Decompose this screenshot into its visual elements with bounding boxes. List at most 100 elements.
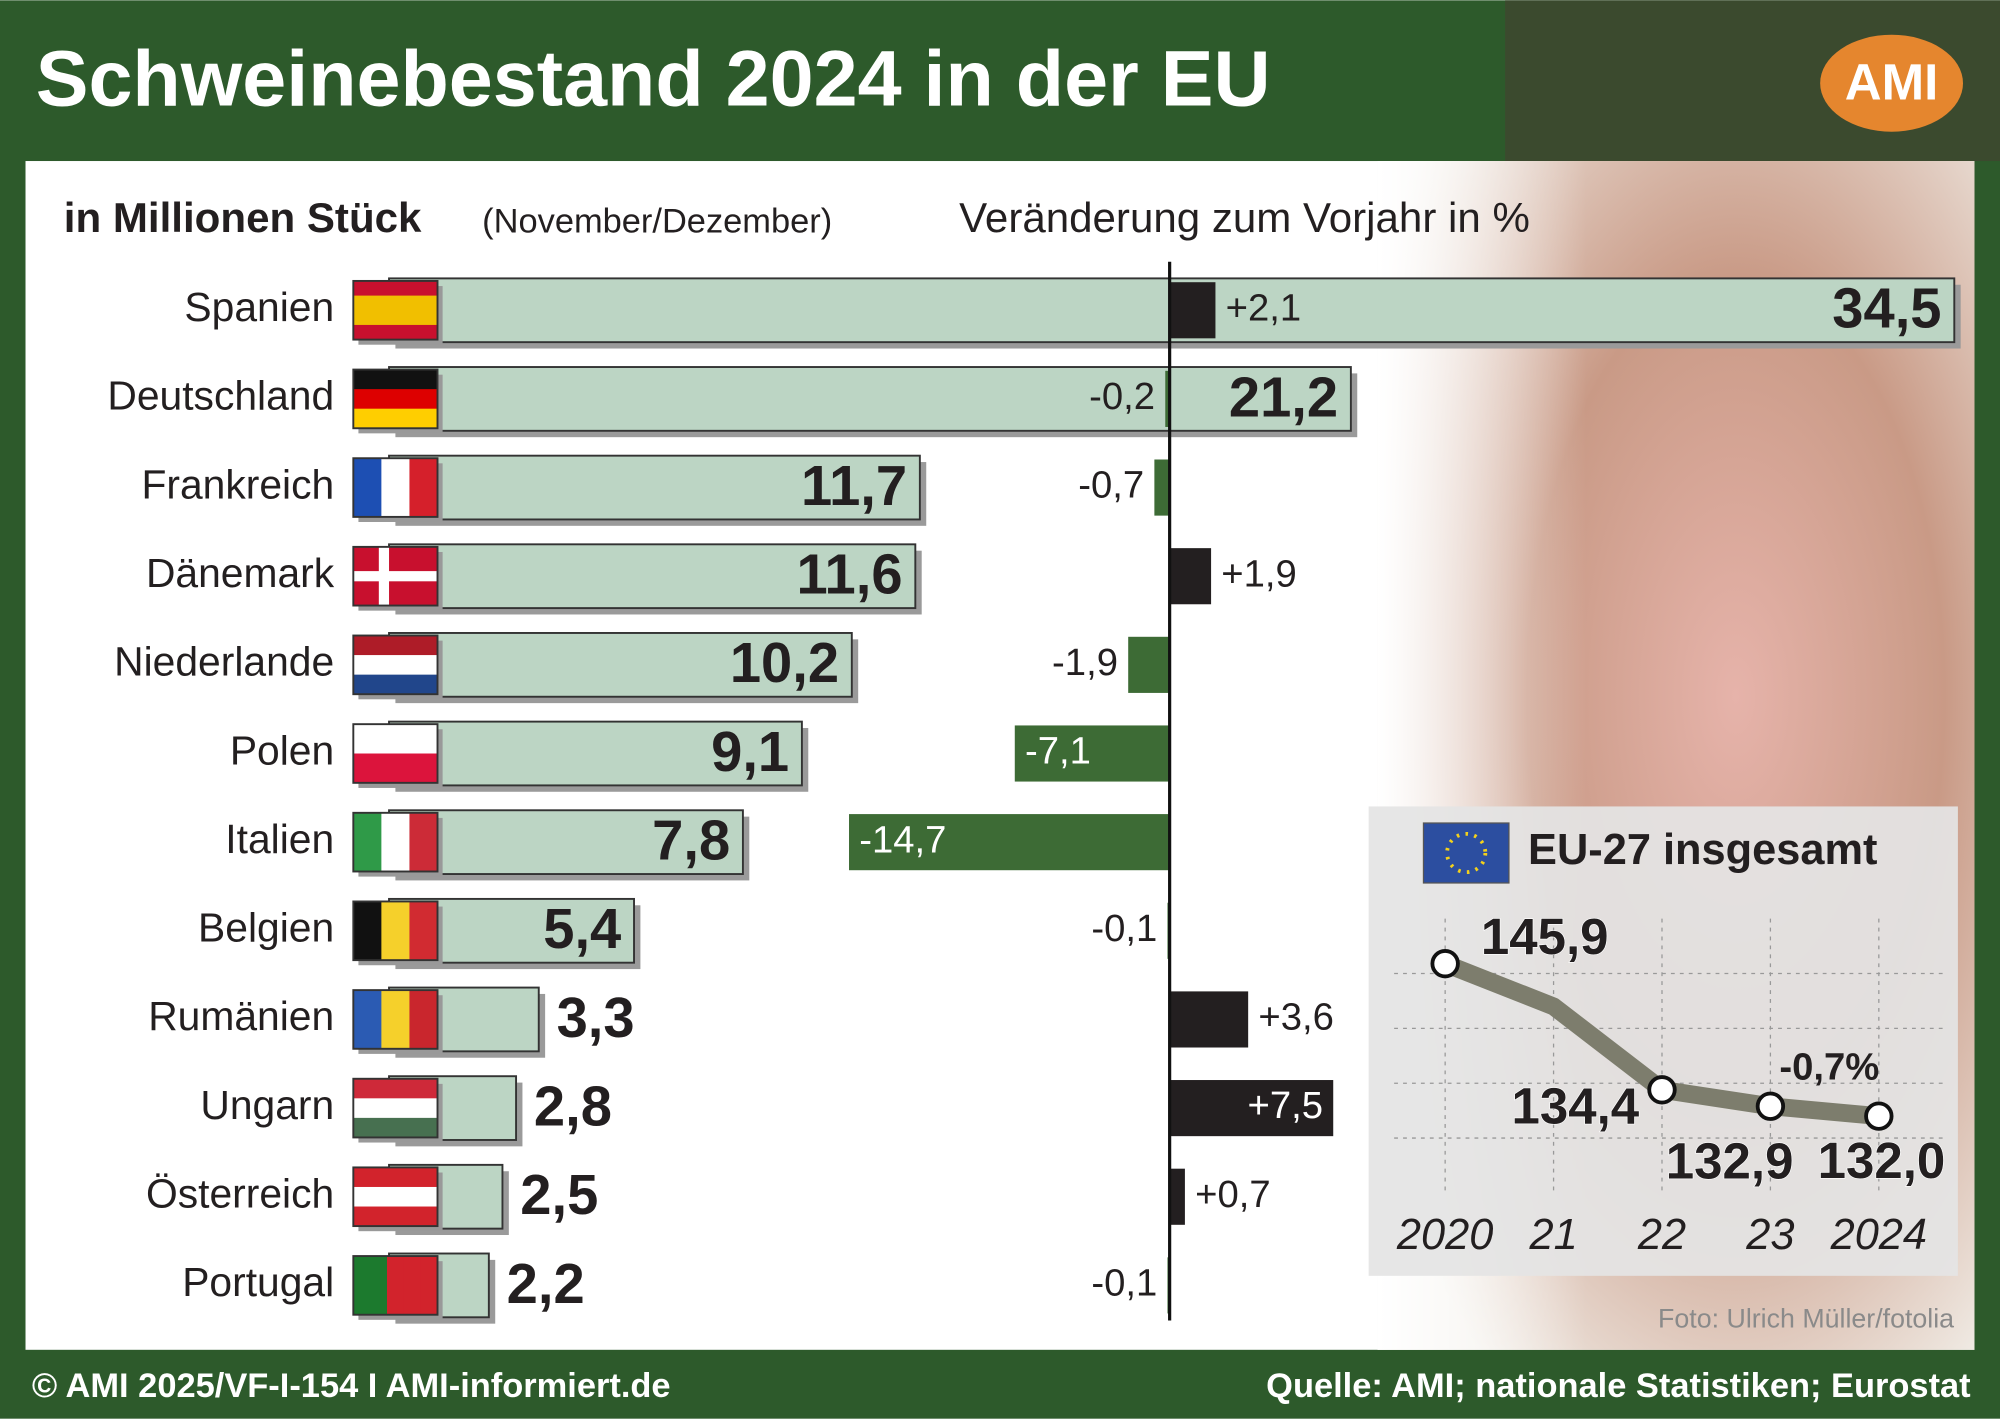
flag-border <box>352 279 439 341</box>
category-label: Österreich <box>146 1171 334 1217</box>
value-label: 5,4 <box>543 897 621 960</box>
value-label: 9,1 <box>711 720 789 783</box>
category-label: Ungarn <box>200 1082 334 1128</box>
value-label: 2,8 <box>534 1074 612 1137</box>
flag <box>409 990 439 1049</box>
change-bar <box>1165 370 1170 427</box>
change-bar <box>1128 636 1170 693</box>
flag <box>353 571 438 582</box>
flag <box>353 1186 438 1208</box>
point <box>1755 1091 1786 1121</box>
chart-title: in Millionen Stück <box>64 194 422 241</box>
flag <box>353 280 438 297</box>
change-label: -14,7 <box>859 818 946 861</box>
category-label: Belgien <box>198 905 334 951</box>
x-tick-label: 23 <box>1745 1211 1794 1259</box>
change-label: +1,9 <box>1221 552 1297 595</box>
x-tick-label: 2020 <box>1396 1211 1493 1259</box>
change-bar <box>849 814 1170 871</box>
flag <box>353 901 383 961</box>
change-title: Veränderung zum Vorjahr in % <box>959 194 1530 241</box>
point <box>1864 1101 1894 1131</box>
flag-border <box>352 368 439 430</box>
annotation: -0,7% <box>1779 1045 1879 1088</box>
bar <box>388 720 803 787</box>
flag <box>353 1117 438 1139</box>
flag <box>353 369 438 390</box>
logo: AMI <box>1845 53 1939 110</box>
change-bar <box>1169 548 1212 605</box>
change-label: -0,2 <box>1089 375 1155 418</box>
flag-border <box>352 811 439 873</box>
eu-stars <box>1445 831 1488 875</box>
change-label: -0,1 <box>1091 907 1157 950</box>
flag-border <box>352 1255 439 1316</box>
flag <box>409 458 439 517</box>
flag <box>353 295 438 311</box>
bar <box>388 543 917 610</box>
flag-border <box>352 1077 439 1139</box>
flag <box>381 901 411 961</box>
flag <box>353 724 438 755</box>
flag <box>353 324 438 341</box>
photo-credit: Foto: Ulrich Müller/fotolia <box>1658 1304 1954 1334</box>
flag <box>409 901 439 961</box>
flag <box>381 990 411 1049</box>
flag <box>353 389 438 410</box>
value-label: 34,5 <box>1832 277 1941 340</box>
value-label: 10,2 <box>730 631 839 694</box>
flag-border <box>352 634 439 696</box>
flag <box>381 458 411 517</box>
flag-border <box>352 545 439 607</box>
value-label: 11,6 <box>796 543 902 606</box>
change-label: -0,7 <box>1078 464 1144 507</box>
category-label: Polen <box>230 727 334 773</box>
flag <box>353 1098 438 1119</box>
category-label: Niederlande <box>114 639 334 685</box>
change-label: -0,1 <box>1091 1262 1157 1305</box>
value-label: 7,8 <box>652 809 730 872</box>
change-label: -7,1 <box>1025 730 1091 773</box>
x-tick-label: 2024 <box>1830 1211 1927 1259</box>
flag <box>353 812 383 872</box>
change-bar <box>1154 459 1170 516</box>
value-label: 134,4 <box>1511 1078 1639 1135</box>
flag <box>353 1167 438 1188</box>
bar <box>388 366 1352 432</box>
change-label: +3,6 <box>1258 996 1334 1039</box>
change-bar <box>1169 282 1216 339</box>
change-label: +0,7 <box>1195 1173 1271 1216</box>
flag <box>370 1256 388 1315</box>
value-label: 2,2 <box>507 1252 585 1315</box>
change-bar <box>1014 725 1170 782</box>
category-label: Dänemark <box>146 550 335 596</box>
flag-border <box>352 900 439 962</box>
category-label: Deutschland <box>107 373 334 419</box>
change-bar <box>1169 1080 1334 1137</box>
value-label: 132,0 <box>1818 1132 1946 1189</box>
flag <box>353 655 438 676</box>
category-label: Spanien <box>184 284 334 330</box>
bar <box>388 632 853 698</box>
change-bar <box>1169 1168 1185 1225</box>
change-label: -1,9 <box>1052 641 1118 684</box>
flag <box>353 1206 438 1227</box>
footer-left: © AMI 2025/VF-I-154 I AMI-informiert.de <box>32 1367 671 1405</box>
change-label: +7,5 <box>1248 1084 1324 1127</box>
flag <box>403 1256 422 1315</box>
flag-border <box>352 723 439 784</box>
flag-border <box>352 457 439 518</box>
flag <box>353 635 438 656</box>
category-label: Portugal <box>182 1259 334 1305</box>
flag <box>353 674 438 695</box>
flag <box>353 1078 438 1099</box>
x-tick-label: 22 <box>1637 1211 1686 1259</box>
flag <box>381 812 411 872</box>
value-label: 145,9 <box>1481 908 1609 965</box>
flag <box>353 458 383 517</box>
value-label: 3,3 <box>557 986 635 1049</box>
change-bar <box>1169 991 1249 1048</box>
chart-subtitle: (November/Dezember) <box>482 203 832 241</box>
bar <box>388 454 921 521</box>
